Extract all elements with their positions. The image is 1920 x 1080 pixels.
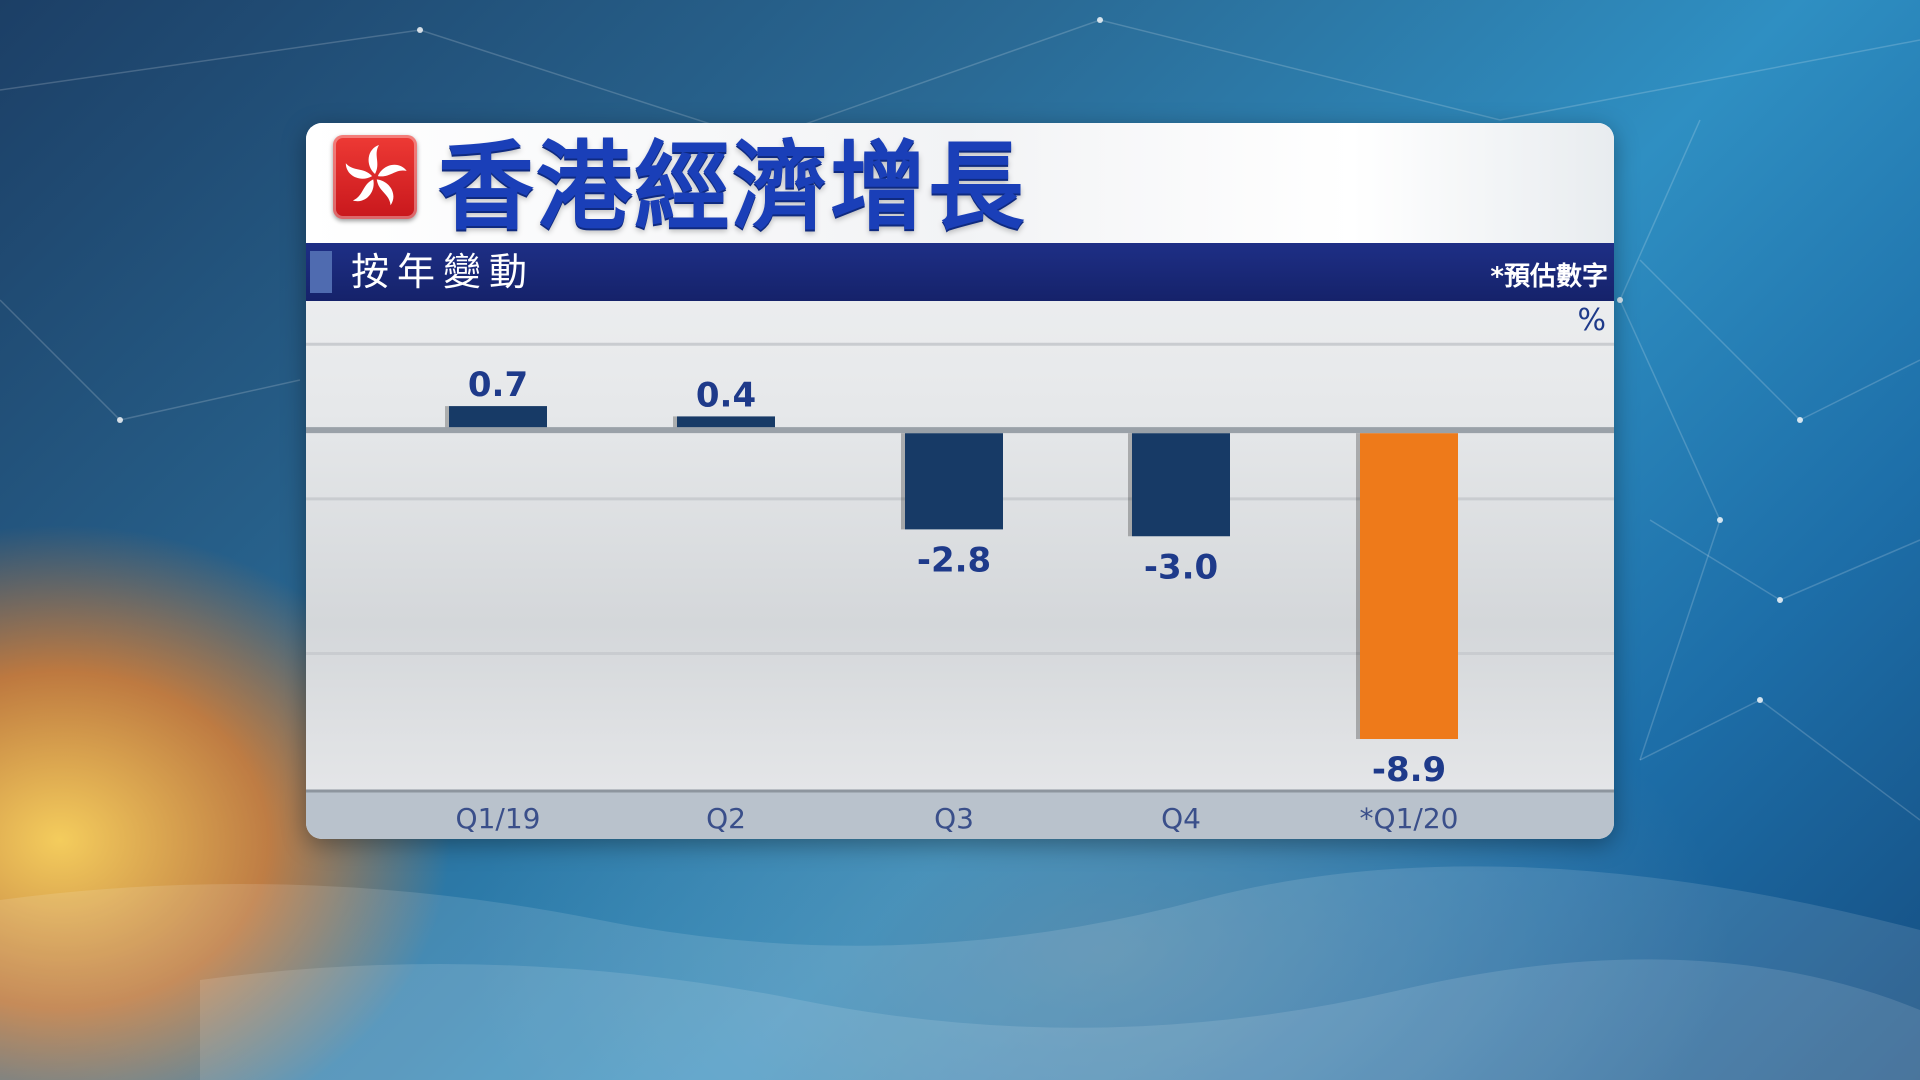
bar-*Q1/20: [1360, 433, 1458, 740]
category-label-1: Q2: [706, 802, 746, 835]
estimate-note: *預估數字: [1490, 262, 1608, 292]
category-label-2: Q3: [934, 802, 974, 835]
bar-shadow-3: [1128, 433, 1132, 537]
category-label-0: Q1/19: [456, 802, 541, 835]
chart-title: 香港經濟增長: [438, 131, 1026, 243]
title-bar: 香港經濟增長: [306, 123, 1614, 243]
bar-Q4: [1132, 433, 1230, 537]
bar-chart: 0.7 Q1/19 0.4 Q2 -2.8 Q3 -3.0 Q4 -8.9 *Q1/20: [306, 342, 1614, 839]
chart-panel: 香港經濟增長 按年變動 *預估數字 % 0.7 Q1/19 0.4 Q2 -2.8 Q3 -…: [306, 123, 1614, 839]
bar-shadow-4: [1356, 433, 1360, 740]
subtitle-accent: [310, 251, 332, 293]
data-label-2: -2.8: [917, 540, 991, 580]
category-band: [306, 791, 1614, 839]
hong-kong-flag-icon: [333, 135, 417, 219]
category-label-4: *Q1/20: [1360, 802, 1459, 835]
bar-shadow-2: [901, 433, 905, 530]
bar-Q1/19: [449, 406, 547, 431]
bar-shadow-1: [673, 416, 677, 431]
data-label-3: -3.0: [1144, 547, 1218, 587]
unit-label: %: [1577, 303, 1606, 338]
bar-Q3: [905, 433, 1003, 530]
bar-shadow-0: [445, 406, 449, 431]
data-label-0: 0.7: [468, 365, 528, 405]
chart-subtitle: 按年變動: [351, 250, 536, 294]
subtitle-bar: 按年變動 *預估數字: [306, 243, 1614, 301]
bar-Q2: [677, 416, 775, 431]
category-label-3: Q4: [1161, 802, 1201, 835]
data-label-4: -8.9: [1372, 750, 1446, 790]
data-label-1: 0.4: [696, 375, 756, 415]
